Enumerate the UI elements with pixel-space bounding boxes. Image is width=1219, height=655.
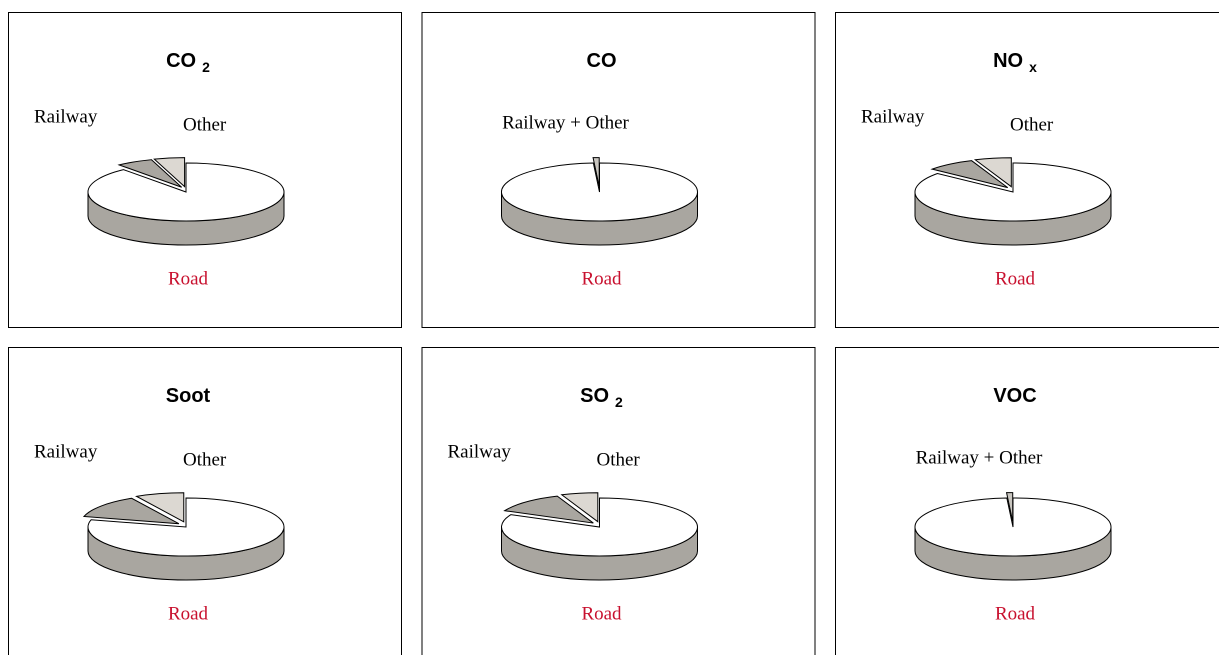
chart-title: CO 2 — [166, 50, 210, 74]
pie-panel: CO 2 Road Railway Other — [8, 12, 402, 328]
slice-label: Railway — [861, 106, 925, 127]
chart-title: CO — [587, 50, 617, 72]
pie-slice — [914, 162, 1112, 222]
slice-label: Railway + Other — [502, 112, 629, 133]
pie-slice — [135, 492, 185, 523]
slice-label: Other — [183, 114, 227, 135]
title-subscript: 2 — [202, 59, 210, 75]
slice-label: Road — [168, 603, 209, 624]
slice-label: Road — [995, 603, 1036, 624]
title-text: SO — [580, 385, 609, 407]
slice-label: Road — [168, 268, 209, 289]
slice-label: Other — [597, 449, 641, 470]
slice-label: Railway — [448, 441, 512, 462]
title-text: CO — [166, 50, 196, 72]
pie-slice — [560, 492, 599, 523]
chart-title: VOC — [993, 385, 1036, 407]
pie-slice — [87, 497, 285, 557]
title-text: NO — [993, 50, 1023, 72]
pie-slice — [501, 497, 698, 557]
title-subscript: x — [1029, 59, 1037, 75]
slice-label: Road — [995, 268, 1036, 289]
title-text: VOC — [993, 385, 1036, 407]
pie-panel: SO 2 Road Railway Other — [421, 347, 816, 655]
chart-title: NO x — [993, 50, 1037, 74]
slice-label: Railway + Other — [916, 447, 1043, 468]
pie-panel: VOC Road Railway + Other — [835, 347, 1219, 655]
pie-slice — [82, 497, 180, 525]
slice-label: Road — [581, 268, 622, 289]
title-text: Soot — [166, 385, 211, 407]
pie-panel: Soot Road Railway Other — [8, 347, 402, 655]
slice-label: Other — [183, 449, 227, 470]
pie-slice — [153, 157, 186, 188]
pie-panel: NO x Road Railway Other — [835, 12, 1219, 328]
title-text: CO — [587, 50, 617, 72]
chart-title: SO 2 — [580, 385, 623, 409]
pie-slice — [503, 495, 594, 524]
chart-title: Soot — [166, 385, 211, 407]
pie-panel: CO Road Railway + Other — [421, 12, 816, 328]
pie-slice — [973, 157, 1012, 188]
pie-slice — [1005, 492, 1014, 522]
pie-slice — [592, 157, 600, 187]
pie-slice — [87, 162, 285, 222]
slice-label: Railway — [34, 441, 98, 462]
pie-slice — [500, 162, 698, 222]
slice-label: Other — [1010, 114, 1054, 135]
title-subscript: 2 — [615, 394, 623, 410]
pie-slice — [914, 497, 1112, 557]
pie-slice — [930, 160, 1009, 189]
slice-label: Railway — [34, 106, 98, 127]
pie-slice — [117, 159, 183, 188]
slice-label: Road — [581, 603, 622, 624]
